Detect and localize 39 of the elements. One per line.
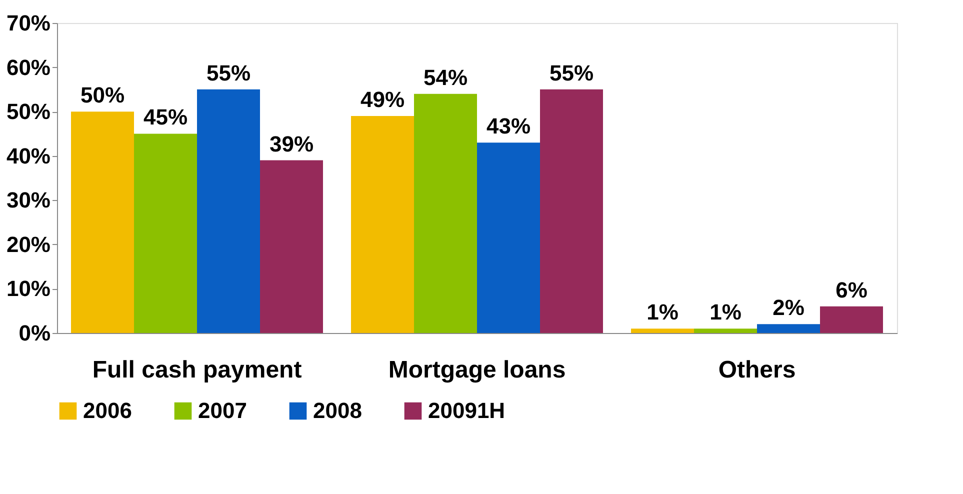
data-label: 45%: [143, 104, 188, 130]
x-tick-label: Mortgage loans: [388, 356, 566, 384]
data-label: 43%: [486, 114, 531, 139]
y-tick-label: 30%: [6, 188, 50, 213]
data-label: 1%: [646, 300, 678, 325]
y-tick-label: 20%: [6, 232, 50, 257]
y-tick-label: 10%: [6, 276, 50, 302]
x-tick-label: Others: [718, 356, 796, 384]
data-label: 2%: [772, 295, 804, 320]
data-label: 39%: [269, 131, 314, 156]
data-label: 6%: [836, 277, 868, 302]
bar: [71, 112, 134, 333]
bar: [540, 89, 603, 333]
legend-label: 20091H: [428, 398, 506, 423]
data-label: 50%: [80, 82, 125, 108]
data-label: 55%: [206, 60, 251, 86]
bar: [134, 134, 197, 333]
legend-label: 2007: [198, 398, 247, 423]
data-label: 49%: [360, 87, 405, 112]
x-tick-label: Full cash payment: [92, 356, 302, 384]
y-tick-label: 70%: [6, 10, 50, 36]
bar: [477, 142, 540, 333]
bar: [694, 328, 757, 333]
y-tick-label: 60%: [6, 54, 50, 80]
bar: [351, 116, 414, 333]
bar: [197, 89, 260, 333]
legend-label: 2008: [313, 398, 362, 423]
data-label: 54%: [423, 64, 468, 90]
data-label: 1%: [710, 300, 742, 325]
bar: [820, 306, 883, 333]
bar: [260, 160, 323, 333]
legend-label: 2006: [83, 398, 132, 423]
bar: [414, 94, 477, 333]
bar: [757, 324, 820, 333]
y-tick-label: 40%: [6, 143, 50, 168]
data-label: 55%: [549, 60, 594, 86]
y-tick-label: 50%: [6, 99, 50, 124]
y-tick-label: 0%: [18, 320, 50, 346]
bar: [631, 328, 694, 333]
